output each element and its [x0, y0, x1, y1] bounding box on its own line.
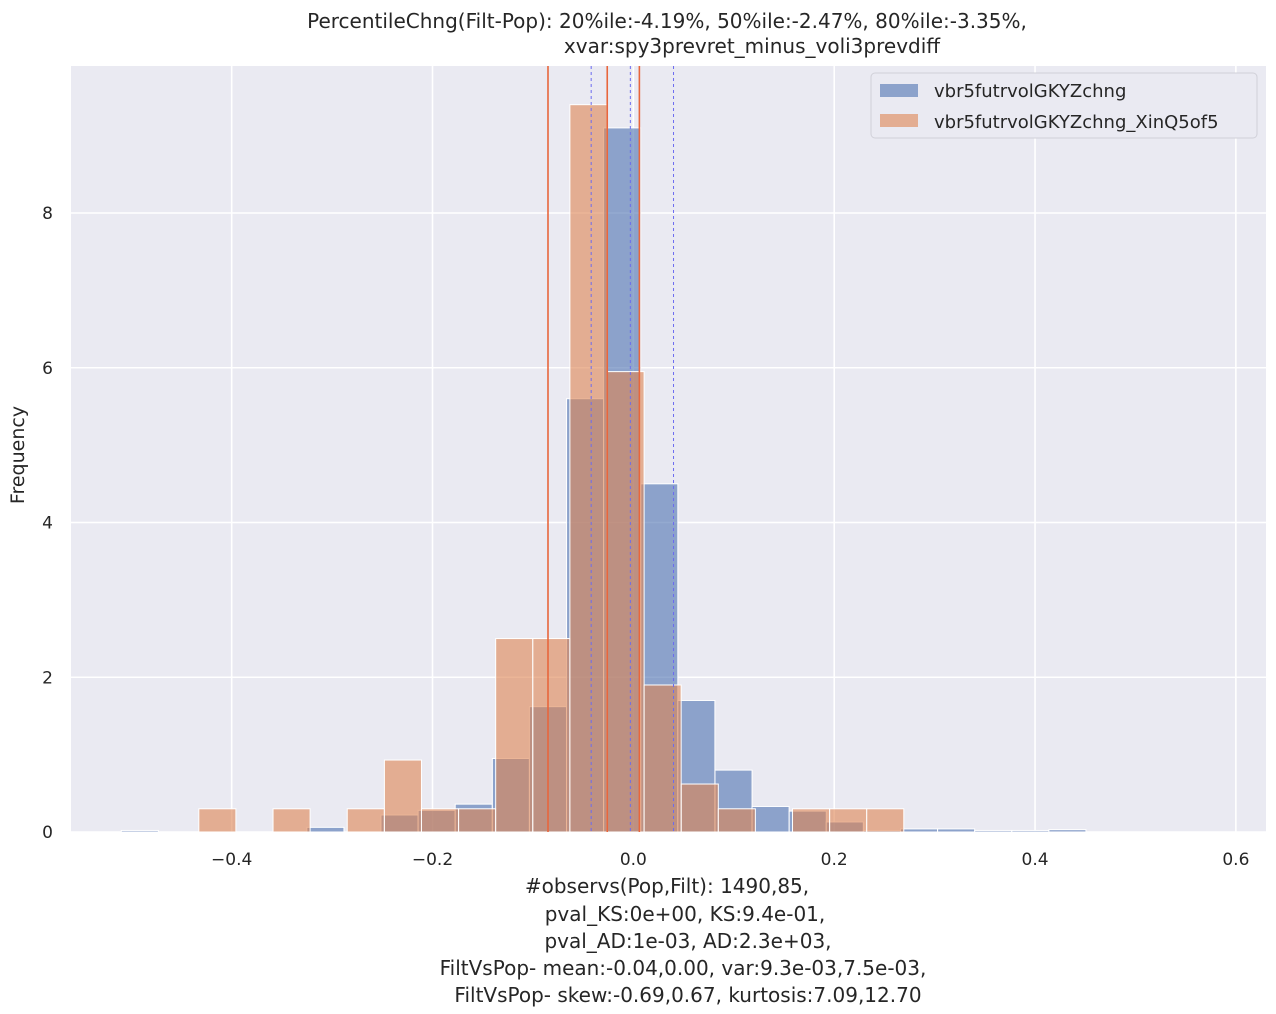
histogram-bar — [420, 808, 460, 833]
legend-label-series-2: vbr5futrvolGKYZchng_XinQ5of5 — [934, 112, 1219, 133]
histogram-bar — [899, 828, 939, 833]
x-tick-label: −0.4 — [211, 850, 252, 870]
legend-swatch-series-1 — [880, 84, 918, 97]
bar-series-2 — [198, 104, 905, 833]
histogram-bar — [829, 808, 868, 833]
histogram-bar — [1048, 829, 1087, 833]
histogram-bar — [751, 805, 790, 833]
x-tick-label: 0.0 — [620, 850, 647, 870]
x-tick-label: −0.2 — [412, 850, 453, 870]
histogram-bar — [383, 759, 422, 833]
chart-title: PercentileChng(Filt-Pop): 20%ile:-4.19%,… — [307, 9, 1027, 58]
histogram-bar — [606, 371, 645, 833]
histogram-bar — [680, 783, 719, 833]
stats-line-ks: pval_KS:0e+00, KS:9.4e-01, — [545, 902, 826, 926]
histogram-bar — [272, 808, 311, 833]
histogram-bar — [346, 808, 385, 833]
stats-line-mean-var: FiltVsPop- mean:-0.04,0.00, var:9.3e-03,… — [440, 956, 927, 980]
y-tick-label: 0 — [42, 823, 53, 843]
y-tick-label: 2 — [42, 668, 53, 688]
chart-title-line-1: PercentileChng(Filt-Pop): 20%ile:-4.19%,… — [307, 9, 1027, 33]
histogram-bar — [569, 104, 608, 833]
percentile-lines — [547, 66, 675, 832]
x-axis-ticks: −0.4 −0.2 0.0 0.2 0.4 0.6 — [211, 850, 1249, 870]
histogram-bar — [120, 829, 159, 833]
histogram-bar — [717, 808, 756, 833]
x-tick-label: 0.4 — [1022, 850, 1049, 870]
stats-line-ad: pval_AD:1e-03, AD:2.3e+03, — [544, 929, 831, 953]
stats-line-observations: #observs(Pop,Filt): 1490,85, — [525, 874, 809, 898]
statistics-footer: #observs(Pop,Filt): 1490,85, pval_KS:0e+… — [440, 874, 927, 1007]
histogram-bar — [198, 808, 237, 833]
y-tick-label: 4 — [42, 514, 53, 534]
legend-box — [870, 72, 1258, 139]
histogram-bar — [937, 828, 976, 833]
legend: vbr5futrvolGKYZchng vbr5futrvolGKYZchng_… — [870, 72, 1258, 139]
y-tick-label: 8 — [42, 204, 53, 224]
histogram-bar — [532, 638, 571, 833]
histogram-bar — [306, 826, 345, 833]
histogram-bar — [974, 829, 1013, 833]
legend-swatch-series-2 — [880, 114, 918, 127]
legend-label-series-1: vbr5futrvolGKYZchng — [934, 81, 1126, 102]
y-axis-label: Frequency — [7, 406, 29, 504]
histogram-bar — [1011, 829, 1050, 833]
x-tick-label: 0.6 — [1222, 850, 1249, 870]
histogram-bar — [866, 808, 905, 833]
histogram-bars — [120, 104, 1087, 833]
histogram-bar — [643, 684, 682, 833]
y-tick-label: 6 — [42, 359, 53, 379]
histogram-bar — [458, 808, 497, 833]
chart-title-line-2: xvar:spy3prevret_minus_voli3prevdiff — [564, 34, 941, 58]
x-tick-label: 0.2 — [821, 850, 848, 870]
histogram-bar — [792, 808, 831, 833]
y-axis-ticks: 0 2 4 6 8 — [42, 204, 53, 843]
stats-line-skew-kurtosis: FiltVsPop- skew:-0.69,0.67, kurtosis:7.0… — [454, 983, 921, 1007]
histogram-bar — [495, 638, 534, 833]
